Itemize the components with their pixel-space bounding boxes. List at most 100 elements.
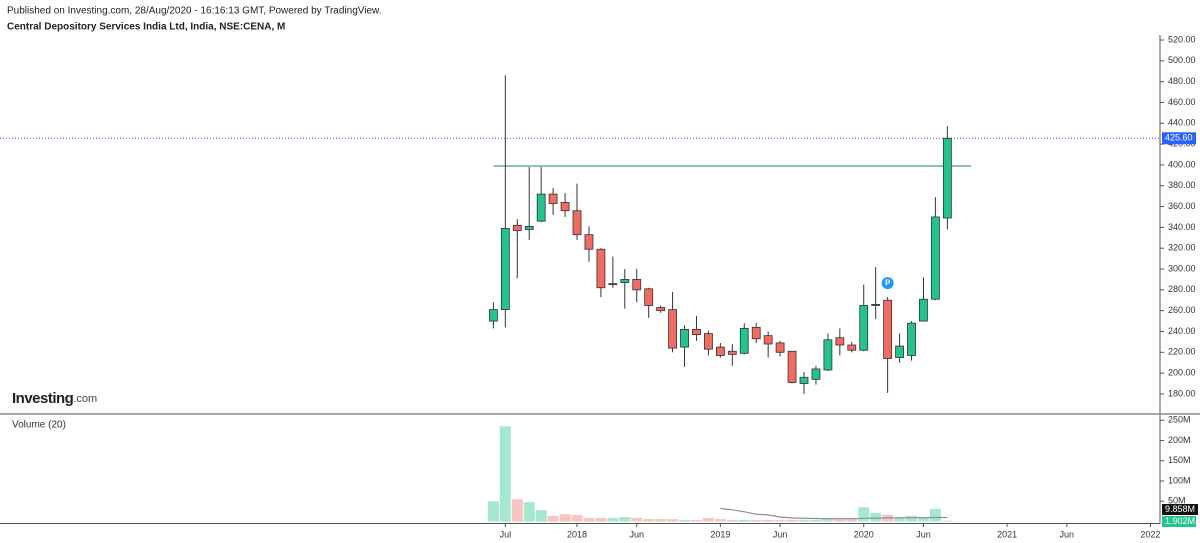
y-tick-label: 100M xyxy=(1168,475,1191,485)
candle-body xyxy=(907,322,916,356)
volume-bar xyxy=(690,519,702,522)
volume-bar xyxy=(906,515,918,522)
candle-body xyxy=(931,216,940,300)
ma-tag xyxy=(1162,504,1198,515)
y-tick-label: 500.00 xyxy=(1168,55,1196,65)
candle-body xyxy=(692,329,701,336)
logo-suffix: .com xyxy=(73,393,97,405)
volume-bar xyxy=(894,517,906,522)
volume-bar xyxy=(643,519,655,522)
volume-value-label: 1.902M xyxy=(1165,516,1195,526)
volume-bar xyxy=(607,517,619,522)
y-tick-label: 150M xyxy=(1168,455,1191,465)
y-tick-label: 480.00 xyxy=(1168,76,1196,86)
candle-body xyxy=(668,309,677,349)
volume-bar xyxy=(499,426,511,522)
candle-body xyxy=(632,279,642,291)
candle-body xyxy=(763,335,773,345)
x-tick-label: 2019 xyxy=(710,529,730,539)
candle-body xyxy=(656,307,666,312)
x-tick-label: 2018 xyxy=(567,529,587,539)
volume-bar xyxy=(571,515,583,522)
candle-body xyxy=(895,345,904,358)
candle-body xyxy=(715,346,725,356)
volume-bar xyxy=(547,515,559,522)
volume-tag xyxy=(1162,516,1196,527)
event-marker xyxy=(881,277,894,290)
candle-body xyxy=(727,350,737,355)
volume-bar xyxy=(523,502,535,522)
volume-bar xyxy=(929,508,941,522)
candle-body xyxy=(942,137,952,219)
candle-body xyxy=(919,298,928,322)
candle-body xyxy=(644,288,654,306)
volume-bar xyxy=(511,499,523,522)
y-tick-label: 340.00 xyxy=(1168,222,1196,232)
volume-bar xyxy=(595,517,607,522)
y-tick-label: 360.00 xyxy=(1168,201,1196,211)
volume-bar xyxy=(619,517,631,522)
volume-bar xyxy=(786,519,798,522)
volume-bar xyxy=(667,519,679,522)
candle-body xyxy=(584,234,594,250)
x-tick-label: 2021 xyxy=(997,529,1017,539)
y-tick-label: 520.00 xyxy=(1168,34,1196,44)
candle-body xyxy=(500,228,510,311)
y-tick-label: 280.00 xyxy=(1168,284,1196,294)
volume-bar xyxy=(679,519,691,522)
x-tick-label: Jun xyxy=(916,529,931,539)
candle-body xyxy=(739,327,749,354)
volume-bar xyxy=(774,519,786,522)
y-tick-label: 180.00 xyxy=(1168,388,1196,398)
published-note: Published on Investing.com, 28/Aug/2020 … xyxy=(7,6,382,17)
symbol-title: Central Depository Services India Ltd, I… xyxy=(7,22,285,33)
candle-body xyxy=(608,283,618,286)
volume-bar xyxy=(655,519,667,522)
y-tick-label: 380.00 xyxy=(1168,180,1196,190)
volume-bar xyxy=(631,517,643,522)
x-tick-label: Jul xyxy=(500,529,512,539)
candle-body xyxy=(680,329,689,348)
y-tick-label: 250M xyxy=(1168,415,1191,425)
volume-bar xyxy=(834,519,846,522)
y-tick-label: 220.00 xyxy=(1168,347,1196,357)
candle-body xyxy=(488,309,498,322)
volume-bar xyxy=(822,519,834,522)
volume-bar xyxy=(858,507,870,522)
candle-body xyxy=(883,299,893,359)
event-label: P xyxy=(885,279,891,288)
candle-body xyxy=(787,350,797,383)
y-tick-label: 320.00 xyxy=(1168,243,1196,253)
volume-ma-line xyxy=(720,507,948,520)
x-tick-label: 2022 xyxy=(1140,529,1160,539)
volume-title: Volume (20) xyxy=(12,420,66,431)
candle-body xyxy=(799,376,809,384)
volume-bar xyxy=(535,510,547,522)
candle-body xyxy=(572,210,582,236)
candle-body xyxy=(548,193,558,204)
candle-body xyxy=(751,326,761,340)
ma-value-label: 9.858M xyxy=(1165,504,1195,514)
volume-bar xyxy=(941,520,953,522)
last-price-tag xyxy=(1162,132,1196,145)
candle-body xyxy=(835,337,845,346)
x-tick-label: Jun xyxy=(1060,529,1075,539)
y-tick-label: 400.00 xyxy=(1168,159,1196,169)
logo: Investing.com xyxy=(12,390,97,407)
logo-name: Investing xyxy=(12,390,74,407)
candle-body xyxy=(704,333,713,350)
volume-bar xyxy=(846,519,858,522)
y-tick-label: 260.00 xyxy=(1168,305,1196,315)
candle-body xyxy=(524,225,534,230)
y-tick-label: 200.00 xyxy=(1168,368,1196,378)
candle-body xyxy=(823,339,833,371)
y-tick-label: 460.00 xyxy=(1168,97,1196,107)
volume-bar xyxy=(583,517,595,522)
candle-body xyxy=(620,279,630,283)
y-tick-label: 50M xyxy=(1168,496,1186,506)
x-tick-label: 2020 xyxy=(854,529,874,539)
x-tick-label: Jun xyxy=(773,529,788,539)
y-tick-label: 300.00 xyxy=(1168,263,1196,273)
volume-bar xyxy=(917,517,929,522)
